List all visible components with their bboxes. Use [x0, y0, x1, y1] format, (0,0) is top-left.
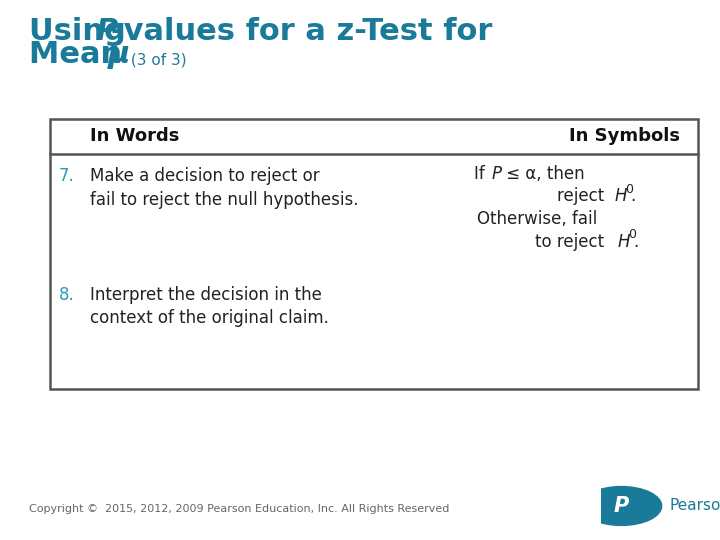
Text: Pearson: Pearson: [670, 498, 720, 514]
Text: H: H: [615, 187, 627, 205]
Text: 0: 0: [628, 228, 636, 241]
Text: 8.: 8.: [59, 286, 75, 304]
Text: to reject: to reject: [535, 233, 610, 251]
Text: ≤ α, then: ≤ α, then: [501, 165, 585, 183]
Text: context of the original claim.: context of the original claim.: [90, 309, 329, 327]
Text: .: .: [634, 233, 639, 251]
Text: In Words: In Words: [90, 127, 179, 145]
Text: .: .: [631, 187, 636, 205]
Text: 0: 0: [625, 183, 633, 196]
Text: Copyright ©  2015, 2012, 2009 Pearson Education, Inc. All Rights Reserved: Copyright © 2015, 2012, 2009 Pearson Edu…: [29, 504, 449, 514]
Text: Make a decision to reject or: Make a decision to reject or: [90, 167, 320, 185]
Text: 7.: 7.: [59, 167, 75, 185]
Text: Mean: Mean: [29, 40, 132, 69]
Text: -values for a z-Test for: -values for a z-Test for: [111, 17, 492, 46]
Bar: [50, 119, 698, 389]
Text: (3 of 3): (3 of 3): [126, 52, 186, 68]
Circle shape: [581, 487, 662, 525]
Text: Otherwise, fail: Otherwise, fail: [477, 210, 598, 228]
Text: P: P: [613, 496, 629, 516]
Text: P: P: [492, 165, 502, 183]
Text: If: If: [474, 165, 490, 183]
Text: Interpret the decision in the: Interpret the decision in the: [90, 286, 322, 304]
Text: μ: μ: [108, 40, 130, 69]
Text: P: P: [96, 17, 118, 46]
Text: In Symbols: In Symbols: [570, 127, 680, 145]
Text: H: H: [618, 233, 630, 251]
Text: fail to reject the null hypothesis.: fail to reject the null hypothesis.: [90, 191, 359, 208]
Text: reject: reject: [557, 187, 609, 205]
Text: Using: Using: [29, 17, 136, 46]
